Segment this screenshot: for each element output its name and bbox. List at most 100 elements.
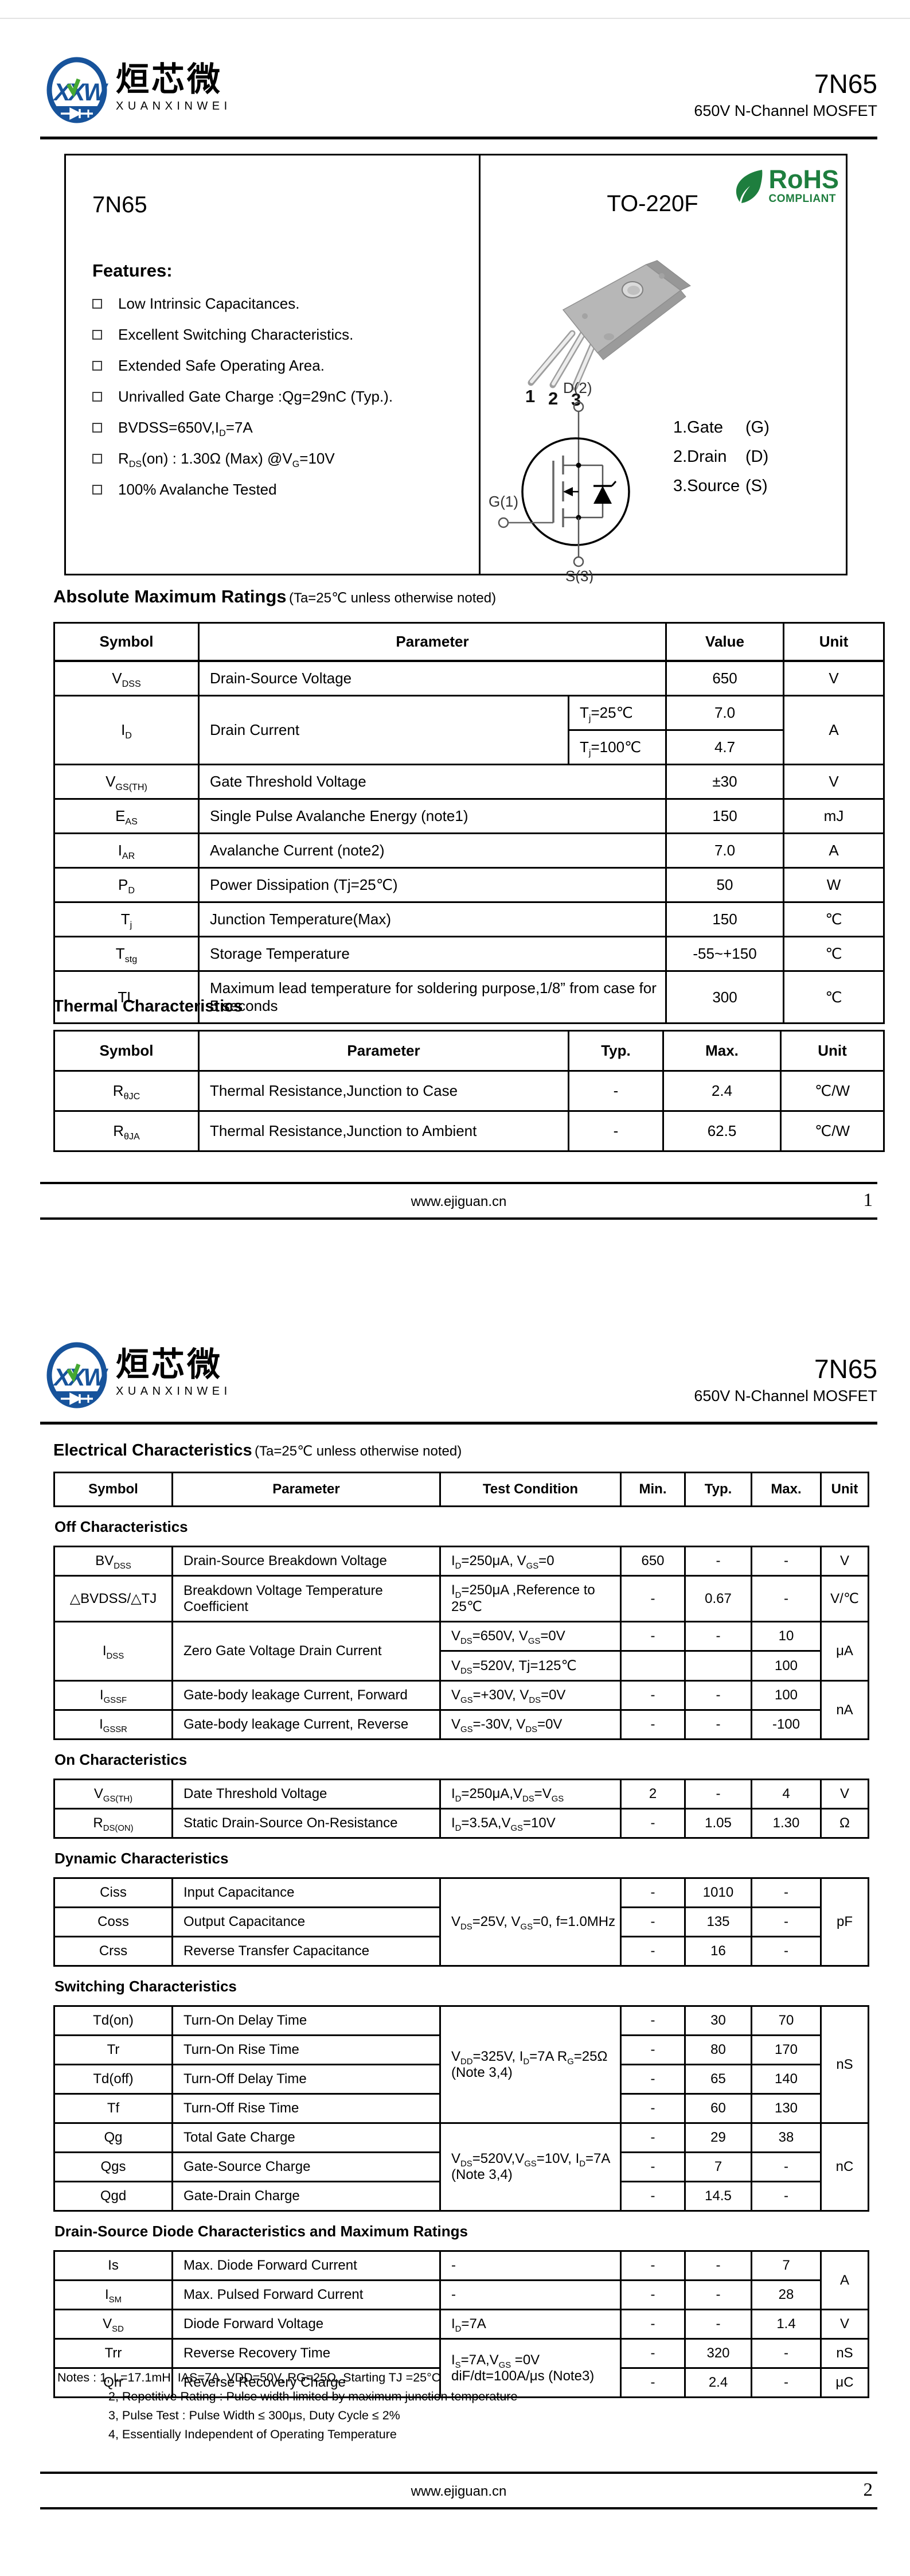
package-photo: 1 2 3 <box>525 260 691 407</box>
feature-item: BVDSS=650V,ID=7A <box>92 419 479 439</box>
elec-subsection-title: Dynamic Characteristics <box>54 1850 229 1867</box>
table-row: Ciss Input Capacitance VDS=25V, VGS=0, f… <box>53 1877 869 1967</box>
features-title: Features: <box>92 260 173 281</box>
table-row: RθJA Thermal Resistance,Junction to Ambi… <box>53 1110 885 1152</box>
footer-url: www.ejiguan.cn <box>411 2484 507 2499</box>
rohs-logo: RoHS COMPLIANT <box>732 165 839 205</box>
brand-logo-icon: XXW <box>46 57 109 123</box>
table-row: Tj Junction Temperature(Max) 150 ℃ <box>53 901 885 937</box>
svg-text:XXW: XXW <box>53 79 108 106</box>
table-row: IAR Avalanche Current (note2) 7.0 A <box>53 832 885 869</box>
table-row: Qgs Gate-Source Charge - 7 - <box>53 2151 869 2182</box>
brand-name-en: XUANXINWEI <box>116 1384 232 1398</box>
note-line: 4, Essentially Independent of Operating … <box>108 2427 397 2441</box>
table-row: ISM Max. Pulsed Forward Current - - - 28 <box>53 2279 869 2310</box>
checkbox-icon <box>92 299 102 309</box>
feature-item: Excellent Switching Characteristics. <box>92 326 479 344</box>
rohs-text: RoHS <box>768 165 839 194</box>
section-title: Absolute Maximum Ratings (Ta=25℃ unless … <box>53 586 497 606</box>
elec-header-table: Symbol Parameter Test Condition Min. Typ… <box>53 1472 869 1507</box>
table-header-row: Symbol Parameter Test Condition Min. Typ… <box>53 1472 869 1507</box>
table-row: Tj=100℃ 4.7 <box>54 729 884 765</box>
table-row: IGSSF Gate-body leakage Current, Forward… <box>53 1680 869 1740</box>
feature-item: 100% Avalanche Tested <box>92 481 479 499</box>
pin-number: 2 <box>548 388 558 407</box>
leaf-icon <box>736 170 762 203</box>
thermal-table: Symbol Parameter Typ. Max. Unit RθJC The… <box>53 1030 885 1152</box>
feature-text: 100% Avalanche Tested <box>118 481 277 498</box>
pin-legend: 1.Gate (G) 2.Drain (D) 3.Source (S) <box>673 418 770 506</box>
table-row: Coss Output Capacitance - 135 - <box>53 1906 869 1937</box>
header-rule <box>40 1422 877 1425</box>
elec-dynamic-table: Ciss Input Capacitance VDS=25V, VGS=0, f… <box>53 1877 869 1967</box>
page-footer: www.ejiguan.cn 2 <box>40 2472 877 2509</box>
table-header-row: Symbol Parameter Typ. Max. Unit <box>53 1030 885 1072</box>
checkbox-icon <box>92 454 102 464</box>
table-row: Tstg Storage Temperature -55~+150 ℃ <box>53 936 885 972</box>
pin-legend-row: 3.Source (S) <box>673 477 768 495</box>
table-row: IGSSR Gate-body leakage Current, Reverse… <box>53 1709 869 1740</box>
table-row: Tf Turn-Off Rise Time - 60 130 <box>53 2093 869 2124</box>
mosfet-symbol-diagram: D(2) G(1) <box>489 379 630 583</box>
features-list: Low Intrinsic Capacitances. Excellent Sw… <box>92 295 479 499</box>
checkbox-icon <box>92 361 102 371</box>
elec-off-table: BVDSS Drain-Source Breakdown Voltage ID=… <box>53 1546 869 1740</box>
feature-item: Extended Safe Operating Area. <box>92 357 479 375</box>
abs-max-section: Absolute Maximum Ratings (Ta=25℃ unless … <box>53 586 885 1024</box>
image-top-hairline <box>0 18 910 19</box>
table-row: VDS=520V, Tj=125℃ 100 <box>54 1650 869 1682</box>
brand-logo-icon: XXW <box>46 1342 109 1408</box>
feature-item: Unrivalled Gate Charge :Qg=29nC (Typ.). <box>92 388 479 406</box>
table-row: Trr Reverse Recovery Time IS=7A,VGS =0V … <box>53 2338 869 2398</box>
table-row: Td(off) Turn-Off Delay Time - 65 140 <box>53 2064 869 2095</box>
feature-text: Extended Safe Operating Area. <box>118 357 325 374</box>
brand-name-en: XUANXINWEI <box>116 99 232 112</box>
feature-text: BVDSS=650V,ID=7A <box>118 419 253 439</box>
elec-switching-table: Td(on) Turn-On Delay Time VDD=325V, ID=7… <box>53 2005 869 2212</box>
brand-name-cn: 烜芯微 <box>116 1346 223 1383</box>
svg-text:XXW: XXW <box>53 1364 108 1391</box>
feature-text: Low Intrinsic Capacitances. <box>118 295 300 312</box>
table-row: PD Power Dissipation (Tj=25℃) 50 W <box>53 867 885 903</box>
table-row: Qrr Reverse Recovery Charge - 2.4 - μC <box>53 2367 869 2398</box>
drain-label: D(2) <box>563 379 592 396</box>
page-number: 1 <box>863 1190 873 1211</box>
table-row: Tr Turn-On Rise Time - 80 170 <box>53 2034 869 2065</box>
part-number: 7N65 <box>814 69 877 99</box>
page-number: 2 <box>863 2480 873 2500</box>
section-title: Electrical Characteristics (Ta=25℃ unles… <box>53 1441 462 1460</box>
table-row: VDSS Drain-Source Voltage 650 V <box>53 660 885 696</box>
section-title: Thermal Characteristics <box>53 997 243 1015</box>
header-rule <box>40 137 877 139</box>
table-row: IDSS Zero Gate Voltage Drain Current VDS… <box>53 1621 869 1682</box>
rohs-compliant-text: COMPLIANT <box>768 192 836 205</box>
elec-on-table: VGS(TH) Date Threshold Voltage ID=250μA,… <box>53 1779 869 1839</box>
masthead: XXW 烜芯微 XUANXINWEI 7N65 650V N-Channel M… <box>40 1340 877 1421</box>
pin-number: 1 <box>525 386 535 406</box>
intro-part-title: 7N65 <box>92 192 147 217</box>
feature-text: Excellent Switching Characteristics. <box>118 326 354 343</box>
feature-text: RDS(on) : 1.30Ω (Max) @VG=10V <box>118 450 335 470</box>
source-label: S(3) <box>565 567 593 583</box>
table-row: Td(on) Turn-On Delay Time VDD=325V, ID=7… <box>53 2005 869 2124</box>
elec-subsection-title: Drain-Source Diode Characteristics and M… <box>54 2223 468 2240</box>
table-row: RθJC Thermal Resistance,Junction to Case… <box>53 1070 885 1112</box>
table-row: Crss Reverse Transfer Capacitance - 16 - <box>53 1936 869 1967</box>
elec-subsection-title: On Characteristics <box>54 1751 188 1768</box>
feature-text: Unrivalled Gate Charge :Qg=29nC (Typ.). <box>118 388 393 405</box>
intro-box: 7N65 Features: Low Intrinsic Capacitance… <box>64 154 847 583</box>
abs-max-table: Symbol Parameter Value Unit VDSS Drain-S… <box>53 622 885 1024</box>
thermal-section: Thermal Characteristics Symbol Parameter… <box>53 997 885 1152</box>
checkbox-icon <box>92 392 102 402</box>
pin-legend-row: 2.Drain (D) <box>673 448 769 466</box>
table-header-row: Symbol Parameter Value Unit <box>53 622 885 662</box>
footer-url: www.ejiguan.cn <box>411 1194 507 1209</box>
pin-legend-row: 1.Gate (G) <box>673 418 770 437</box>
table-row: BVDSS Drain-Source Breakdown Voltage ID=… <box>53 1546 869 1577</box>
checkbox-icon <box>92 330 102 340</box>
table-row: △BVDSS/△TJ Breakdown Voltage Temperature… <box>53 1575 869 1622</box>
checkbox-icon <box>92 423 102 433</box>
elec-section: Electrical Characteristics (Ta=25℃ unles… <box>53 1441 869 2398</box>
part-subtitle: 650V N-Channel MOSFET <box>694 1387 877 1404</box>
